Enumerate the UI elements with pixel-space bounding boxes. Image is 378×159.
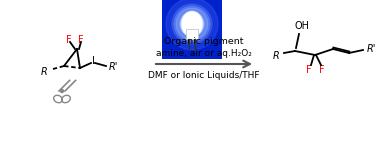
Text: R': R': [109, 62, 118, 72]
Circle shape: [188, 20, 196, 28]
Circle shape: [166, 0, 218, 50]
Circle shape: [60, 90, 64, 93]
Text: F: F: [306, 65, 312, 75]
Text: I: I: [91, 56, 94, 66]
Text: F: F: [78, 35, 84, 45]
Circle shape: [186, 16, 198, 28]
Text: OH: OH: [294, 21, 310, 31]
Text: DMF or Ionic Liquids/THF: DMF or Ionic Liquids/THF: [148, 72, 260, 80]
Bar: [162, 0, 222, 59]
Text: R: R: [272, 51, 279, 61]
Circle shape: [174, 6, 210, 42]
Circle shape: [180, 12, 204, 36]
Text: amine, air or aq.H₂O₂: amine, air or aq.H₂O₂: [156, 48, 252, 58]
Ellipse shape: [181, 11, 203, 37]
Circle shape: [176, 8, 208, 40]
Text: Organic pigment: Organic pigment: [164, 38, 244, 46]
Text: F: F: [66, 35, 72, 45]
Text: F: F: [319, 65, 325, 75]
Bar: [186, 29, 198, 39]
Circle shape: [172, 4, 212, 44]
Circle shape: [185, 17, 199, 31]
Text: R': R': [367, 44, 376, 54]
Text: R: R: [40, 67, 47, 77]
